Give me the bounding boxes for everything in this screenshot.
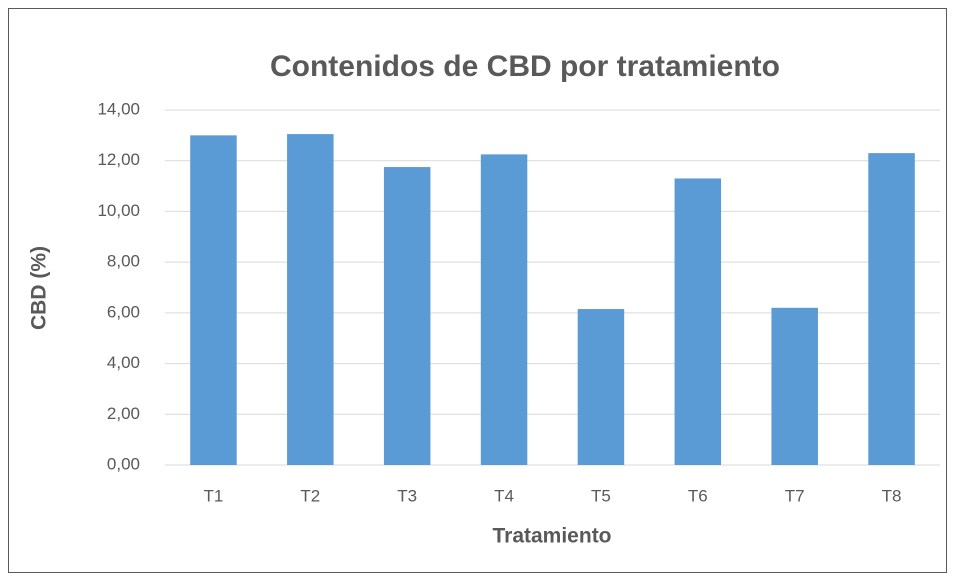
x-tick-label: T7: [785, 486, 805, 505]
bar: [190, 135, 237, 465]
x-tick-label: T3: [397, 486, 417, 505]
bar: [287, 134, 334, 465]
y-tick-label: 14,00: [97, 99, 140, 118]
x-tick-label: T5: [591, 486, 611, 505]
x-tick-label: T2: [300, 486, 320, 505]
bar: [771, 307, 818, 465]
y-tick-label: 2,00: [107, 404, 140, 423]
chart-title: Contenidos de CBD por tratamiento: [270, 50, 780, 83]
x-tick-label: T8: [882, 486, 902, 505]
x-tick-label: T4: [494, 486, 514, 505]
y-tick-label: 8,00: [107, 252, 140, 271]
y-tick-label: 4,00: [107, 353, 140, 372]
x-tick-label: T1: [204, 486, 224, 505]
x-tick-label: T6: [688, 486, 708, 505]
y-tick-label: 6,00: [107, 302, 140, 321]
bar: [480, 154, 528, 465]
bar: [674, 178, 722, 465]
bar: [383, 167, 431, 465]
chart-border: [8, 8, 947, 573]
bar: [577, 309, 625, 465]
y-axis-title: CBD (%): [28, 246, 51, 330]
y-tick-label: 0,00: [107, 454, 140, 473]
bar: [868, 153, 915, 465]
y-tick-label: 12,00: [97, 150, 140, 169]
x-axis-title: Tratamiento: [492, 525, 611, 548]
y-tick-label: 10,00: [97, 201, 140, 220]
